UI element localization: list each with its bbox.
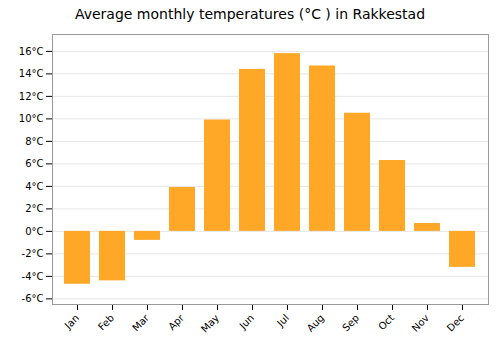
svg-text:Aug: Aug bbox=[305, 312, 327, 334]
svg-text:Dec: Dec bbox=[445, 312, 466, 333]
svg-text:-2°C: -2°C bbox=[22, 248, 44, 259]
svg-text:Jun: Jun bbox=[237, 312, 257, 332]
svg-text:14°C: 14°C bbox=[19, 68, 44, 79]
svg-text:Jan: Jan bbox=[62, 312, 81, 331]
svg-text:8°C: 8°C bbox=[25, 136, 43, 147]
svg-text:10°C: 10°C bbox=[19, 113, 44, 124]
svg-text:Sep: Sep bbox=[340, 312, 361, 333]
svg-text:12°C: 12°C bbox=[19, 91, 44, 102]
svg-text:Oct: Oct bbox=[376, 312, 396, 332]
svg-text:2°C: 2°C bbox=[25, 203, 43, 214]
svg-text:Feb: Feb bbox=[96, 312, 116, 332]
svg-text:-6°C: -6°C bbox=[22, 293, 44, 304]
svg-text:Mar: Mar bbox=[130, 312, 152, 334]
svg-text:4°C: 4°C bbox=[25, 181, 43, 192]
svg-text:May: May bbox=[199, 312, 221, 334]
svg-text:Jul: Jul bbox=[274, 312, 291, 329]
svg-text:6°C: 6°C bbox=[25, 158, 43, 169]
svg-text:0°C: 0°C bbox=[25, 226, 43, 237]
svg-text:-4°C: -4°C bbox=[22, 271, 44, 282]
svg-text:Apr: Apr bbox=[166, 312, 187, 333]
svg-text:Nov: Nov bbox=[410, 312, 432, 334]
html-text:Average monthly temperatures (: Average monthly temperatures (°C ) in Ra… bbox=[74, 6, 426, 22]
svg-text:16°C: 16°C bbox=[19, 46, 44, 57]
